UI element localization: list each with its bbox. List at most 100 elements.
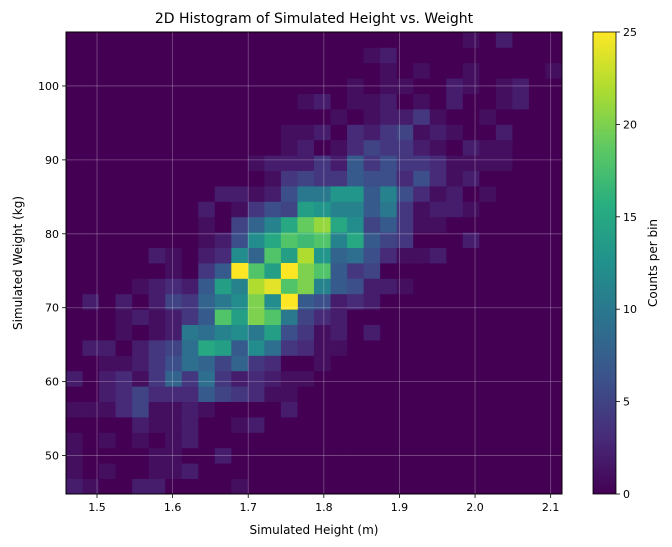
heatmap-cell xyxy=(413,417,431,433)
heatmap-cell xyxy=(330,170,348,187)
heatmap-cell xyxy=(363,355,381,372)
heatmap-cell xyxy=(115,478,133,495)
heatmap-cell xyxy=(264,78,282,94)
heatmap-cell xyxy=(82,155,100,171)
heatmap-cell xyxy=(66,62,83,79)
heatmap-cell xyxy=(330,263,348,279)
heatmap-cell xyxy=(82,62,100,79)
heatmap-cell xyxy=(462,186,480,202)
heatmap-cell xyxy=(297,293,315,310)
heatmap-cell xyxy=(429,62,447,79)
y-tick-label: 60 xyxy=(45,376,59,389)
heatmap-cell xyxy=(198,124,216,141)
heatmap-cell xyxy=(66,47,83,64)
heatmap-cell xyxy=(198,232,216,248)
heatmap-cell xyxy=(446,32,464,48)
heatmap-cell xyxy=(148,78,166,94)
heatmap-cell xyxy=(66,447,83,464)
heatmap-cell xyxy=(380,417,398,433)
heatmap-cell xyxy=(165,124,183,141)
heatmap-cell xyxy=(214,32,232,48)
heatmap-cell xyxy=(165,32,183,48)
heatmap-cell xyxy=(413,155,431,171)
heatmap-cell xyxy=(330,93,348,110)
heatmap-cell xyxy=(446,278,464,295)
heatmap-cell xyxy=(429,232,447,248)
heatmap-cell xyxy=(99,386,116,402)
heatmap-cell xyxy=(115,232,133,248)
heatmap-cell xyxy=(314,370,331,387)
heatmap-cell xyxy=(214,263,232,279)
heatmap-cell xyxy=(314,139,331,156)
x-tick-label: 1.9 xyxy=(391,501,409,514)
heatmap-cell xyxy=(429,263,447,279)
heatmap-cell xyxy=(115,293,133,310)
heatmap-cell xyxy=(99,432,116,449)
heatmap-cell xyxy=(132,309,150,325)
heatmap-cell xyxy=(512,293,530,310)
heatmap-cell xyxy=(495,186,513,202)
heatmap-cell xyxy=(66,93,83,110)
heatmap-cell xyxy=(528,401,546,418)
heatmap-cell xyxy=(280,32,298,48)
heatmap-cell xyxy=(165,62,183,79)
heatmap-cell xyxy=(115,324,133,341)
heatmap-cell xyxy=(363,401,381,418)
heatmap-cell xyxy=(512,478,530,495)
heatmap-cell xyxy=(115,216,133,233)
heatmap-cell xyxy=(330,370,348,387)
heatmap-cell xyxy=(330,78,348,94)
heatmap-cell xyxy=(214,324,232,341)
heatmap-cell xyxy=(413,263,431,279)
heatmap-cell xyxy=(148,109,166,125)
heatmap-cell xyxy=(82,201,100,218)
heatmap-cell xyxy=(247,247,265,264)
heatmap-cell xyxy=(297,32,315,48)
heatmap-cell xyxy=(479,216,497,233)
heatmap-cell xyxy=(363,170,381,187)
heatmap-cell xyxy=(528,447,546,464)
heatmap-cell xyxy=(413,432,431,449)
heatmap-cell xyxy=(280,186,298,202)
heatmap-cell xyxy=(479,309,497,325)
heatmap-cell xyxy=(462,309,480,325)
heatmap-cell xyxy=(165,417,183,433)
heatmap-cell xyxy=(148,386,166,402)
heatmap-cell xyxy=(280,401,298,418)
heatmap-cell xyxy=(231,62,249,79)
heatmap-cell xyxy=(512,216,530,233)
heatmap-cell xyxy=(165,47,183,64)
heatmap-cell xyxy=(462,447,480,464)
heatmap-cell xyxy=(429,139,447,156)
heatmap-cell xyxy=(231,216,249,233)
heatmap-cell xyxy=(297,62,315,79)
heatmap-cell xyxy=(297,109,315,125)
heatmap-cell xyxy=(347,93,364,110)
heatmap-cell xyxy=(396,155,414,171)
heatmap-cell xyxy=(363,370,381,387)
heatmap-cell xyxy=(512,170,530,187)
heatmap-cell xyxy=(297,324,315,341)
heatmap-cell xyxy=(165,324,183,341)
colorbar-tick-label: 10 xyxy=(623,303,637,316)
heatmap-cell xyxy=(528,478,546,495)
heatmap-cell xyxy=(380,170,398,187)
heatmap-cell xyxy=(165,263,183,279)
heatmap-cell xyxy=(479,201,497,218)
heatmap-cell xyxy=(330,432,348,449)
heatmap-cell xyxy=(66,247,83,264)
heatmap-cell xyxy=(462,401,480,418)
heatmap-cell xyxy=(99,32,116,48)
heatmap-cell xyxy=(413,170,431,187)
heatmap-cell xyxy=(165,463,183,479)
heatmap-cell xyxy=(148,47,166,64)
heatmap-cell xyxy=(115,124,133,141)
heatmap-cell xyxy=(495,309,513,325)
heatmap-cell xyxy=(446,478,464,495)
heatmap-cell xyxy=(462,201,480,218)
heatmap-cell xyxy=(82,139,100,156)
heatmap-cell xyxy=(396,232,414,248)
heatmap-cell xyxy=(330,247,348,264)
heatmap-cell xyxy=(148,93,166,110)
heatmap-cell xyxy=(495,355,513,372)
